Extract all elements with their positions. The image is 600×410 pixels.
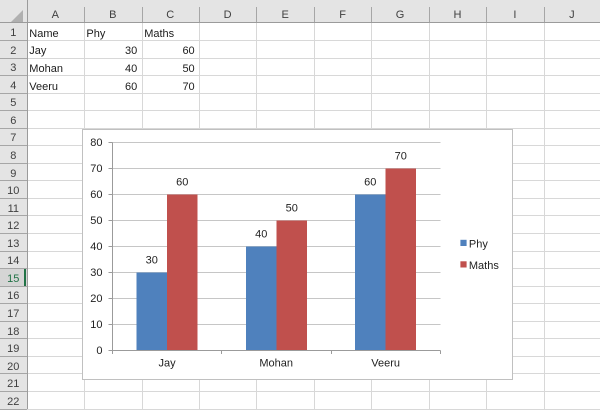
svg-text:40: 40: [90, 241, 102, 253]
svg-text:80: 80: [90, 137, 102, 149]
svg-text:30: 30: [146, 255, 158, 267]
svg-text:40: 40: [255, 229, 267, 241]
svg-text:Maths: Maths: [469, 260, 499, 272]
svg-text:60: 60: [176, 177, 188, 189]
svg-text:Mohan: Mohan: [259, 358, 293, 370]
svg-text:70: 70: [395, 151, 407, 163]
svg-text:70: 70: [90, 163, 102, 175]
svg-text:10: 10: [90, 319, 102, 331]
svg-text:50: 50: [286, 203, 298, 215]
svg-text:50: 50: [90, 215, 102, 227]
svg-text:60: 60: [90, 189, 102, 201]
svg-text:20: 20: [90, 293, 102, 305]
svg-text:60: 60: [364, 177, 376, 189]
svg-text:0: 0: [96, 345, 102, 357]
svg-text:Jay: Jay: [159, 358, 177, 370]
svg-text:Veeru: Veeru: [371, 358, 400, 370]
svg-text:Phy: Phy: [469, 239, 488, 251]
svg-text:30: 30: [90, 267, 102, 279]
